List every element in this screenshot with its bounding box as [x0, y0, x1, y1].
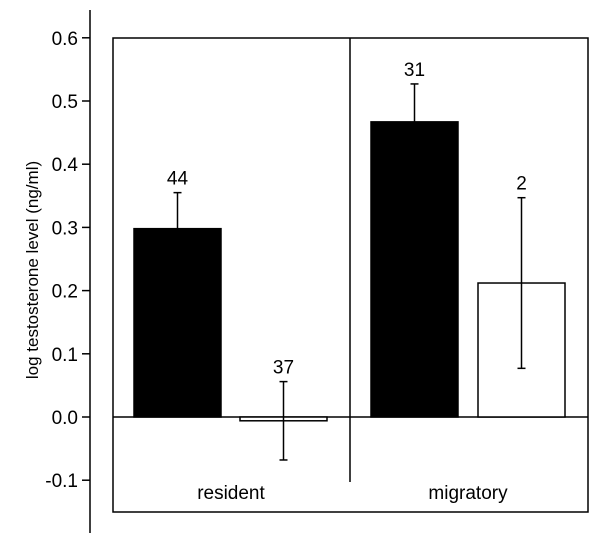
- y-tick-label-7: -0.1: [45, 471, 78, 492]
- n-label-migratory-filled: 31: [404, 60, 425, 81]
- bar-migratory-filled: [370, 121, 459, 418]
- y-axis-ticks: 0.6 0.5 0.4 0.3 0.2 0.1 0.0 -0.1: [45, 29, 90, 492]
- y-tick-label-0: 0.6: [52, 29, 78, 50]
- y-tick-label-4: 0.2: [52, 282, 78, 303]
- n-label-resident-open: 37: [273, 358, 294, 379]
- y-tick-label-2: 0.4: [52, 155, 79, 176]
- y-tick-label-5: 0.1: [52, 345, 78, 366]
- y-axis-title: log testosterone level (ng/ml): [23, 161, 42, 379]
- y-tick-label-1: 0.5: [52, 92, 78, 113]
- y-tick-label-6: 0.0: [52, 408, 78, 429]
- y-tick-label-3: 0.3: [52, 218, 78, 239]
- category-label-resident: resident: [197, 483, 265, 504]
- category-label-migratory: migratory: [428, 483, 508, 504]
- bars-layer: 44 37 31 2: [133, 60, 566, 461]
- bar-resident-filled: [133, 227, 222, 418]
- n-label-migratory-open: 2: [516, 174, 527, 195]
- n-label-resident-filled: 44: [167, 169, 189, 190]
